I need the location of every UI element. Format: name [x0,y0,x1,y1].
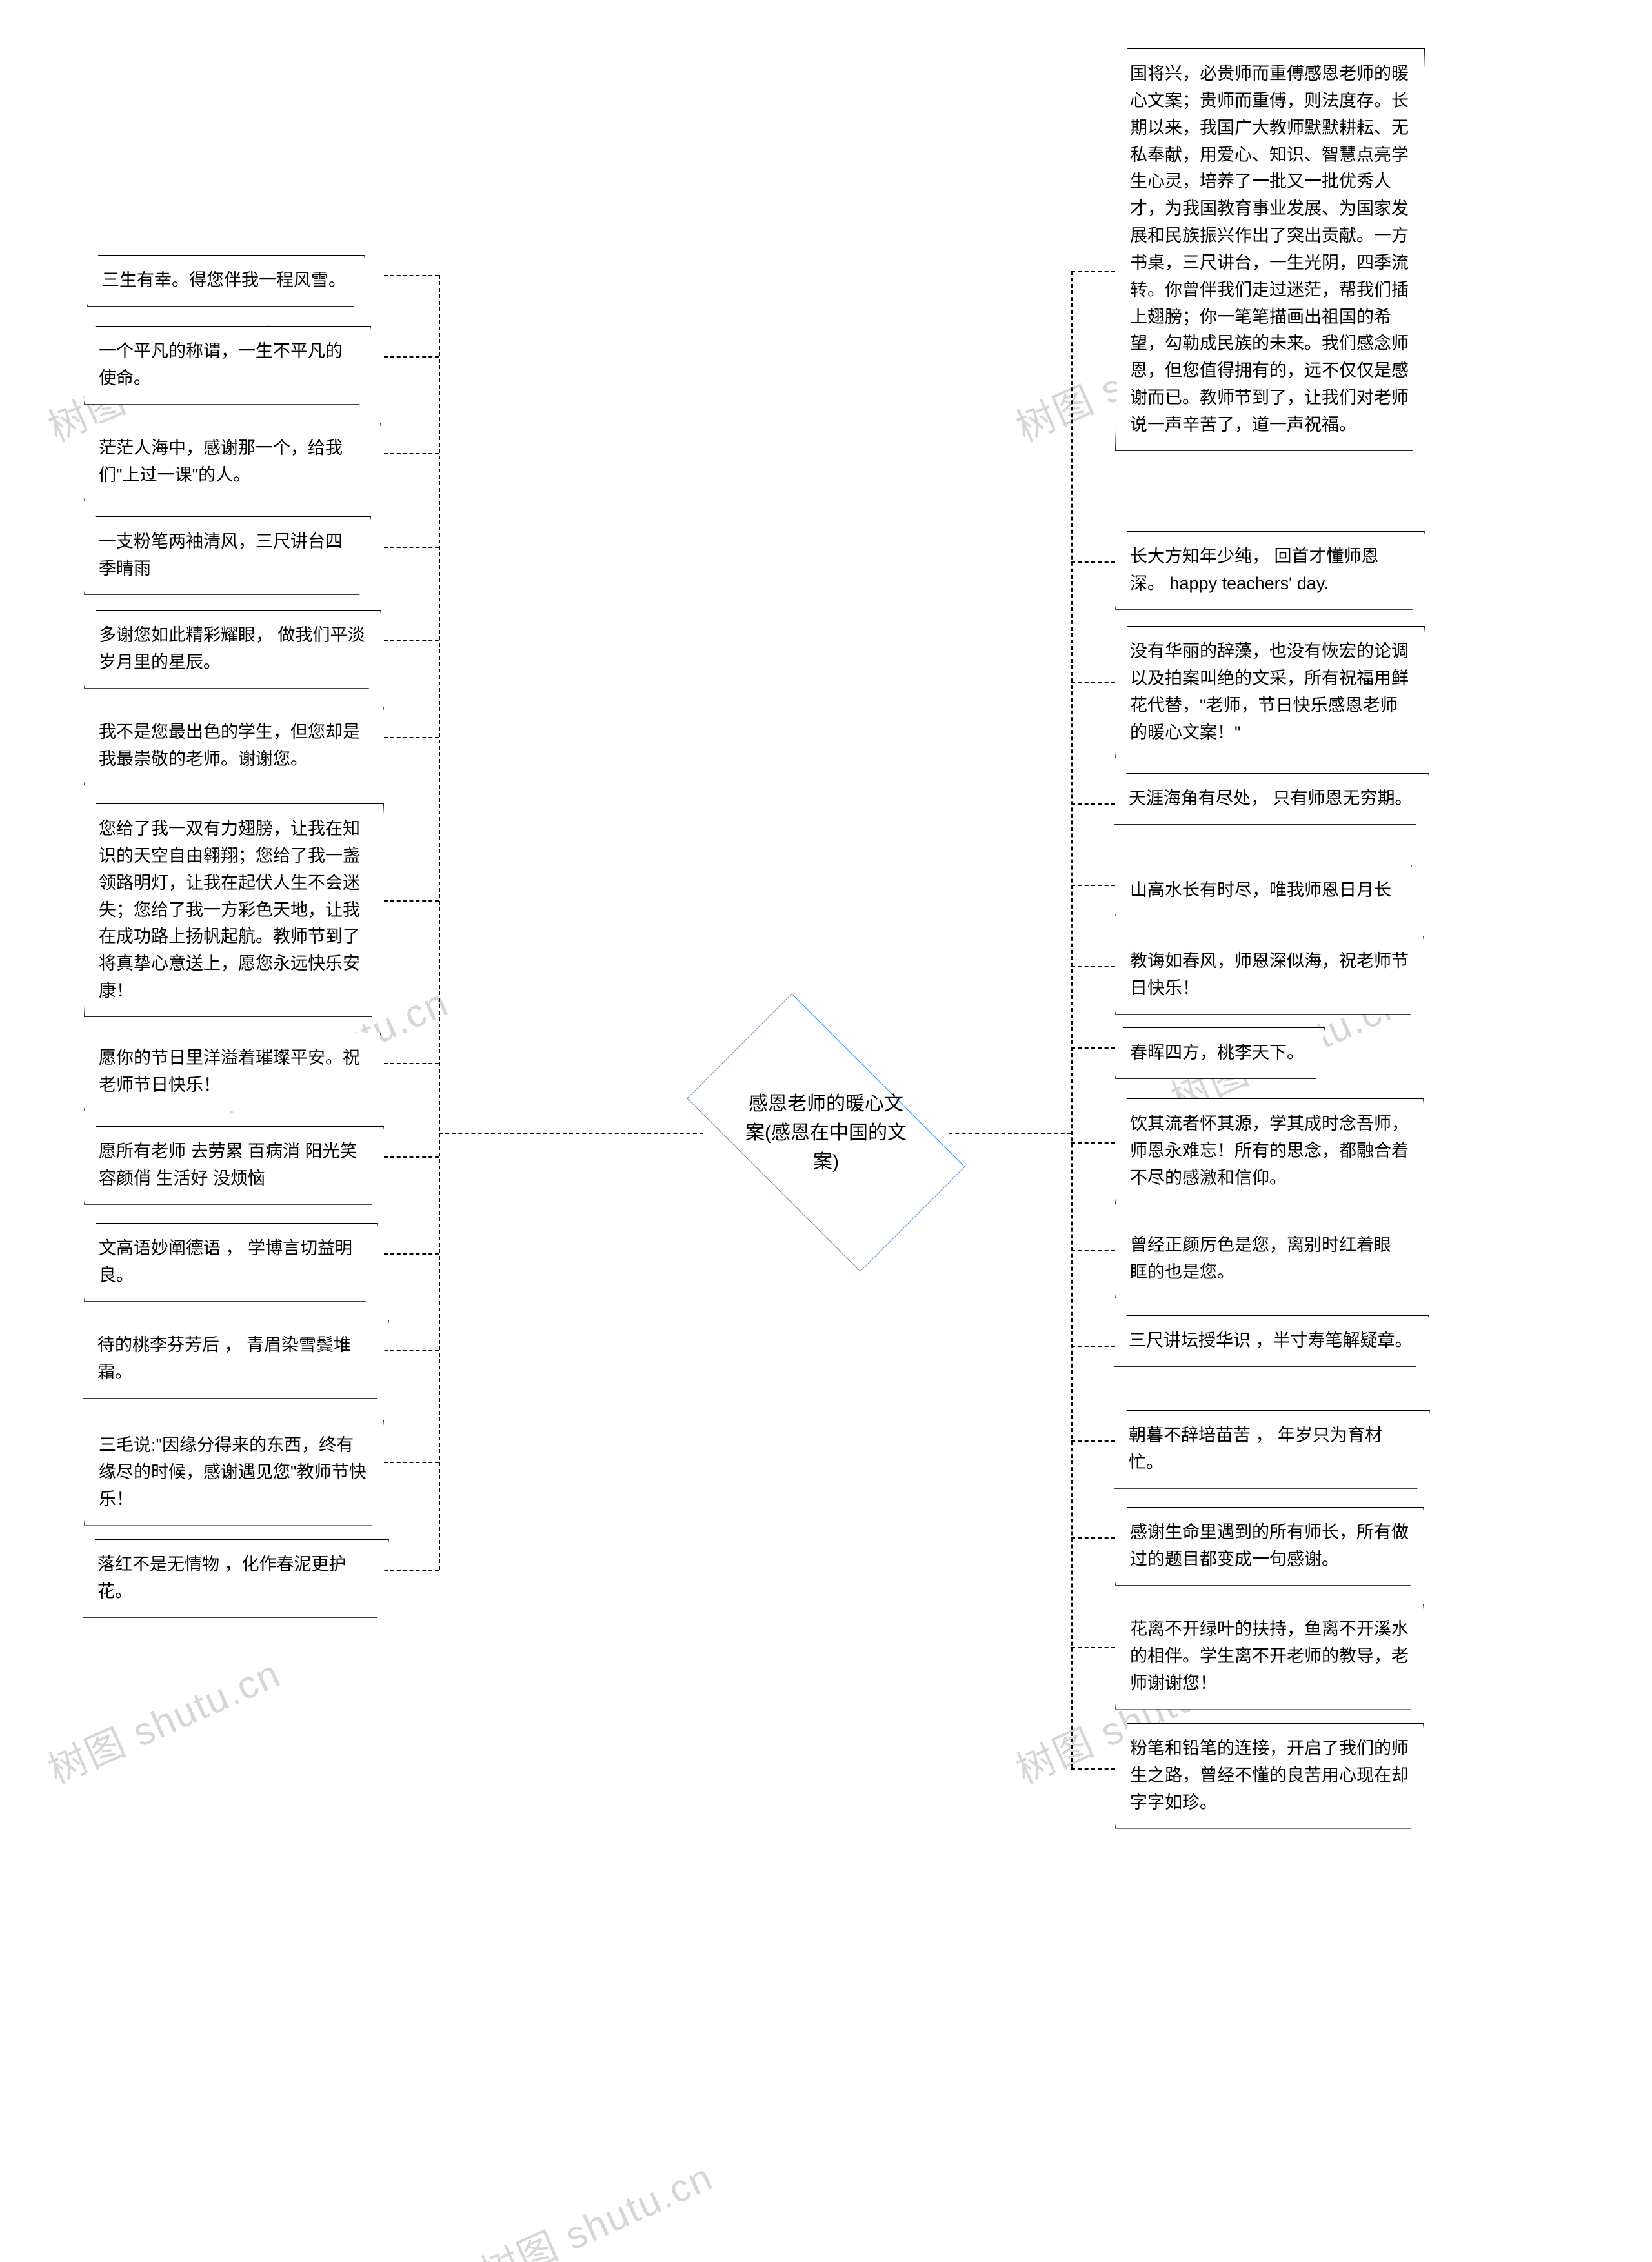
left-branch [384,1156,439,1158]
right-branch [1071,1250,1115,1251]
left-node-1: 一个平凡的称谓，一生不平凡的使命。 [84,326,371,405]
left-branch [384,737,439,738]
left-branch [384,640,439,641]
right-branch [1071,1346,1115,1347]
left-node-11: 三毛说:"因缘分得来的东西，终有缘尽的时候，感谢遇见您"教师节快乐！ [84,1420,384,1526]
right-branch [1071,1142,1115,1144]
right-node-6: 春晖四方，桃李天下。 [1115,1027,1325,1079]
right-node-1: 长大方知年少纯， 回首才懂师恩深。 happy teachers' day. [1115,531,1425,610]
left-node-7: 愿你的节日里洋溢着璀璨平安。祝老师节日快乐！ [84,1033,381,1111]
right-node-8: 曾经正颜厉色是您，离别时红着眼眶的也是您。 [1115,1220,1418,1298]
left-node-2: 茫茫人海中，感谢那一个，给我们"上过一课"的人。 [84,423,381,501]
mindmap-canvas: 树图 shutu.cn 树图 shutu.cn 树图 shutu.cn 树图 s… [0,0,1652,2262]
right-branch [1071,1768,1115,1770]
right-node-2: 没有华丽的辞藻，也没有恢宏的论调以及拍案叫绝的文采，所有祝福用鲜花代替，"老师，… [1115,626,1425,758]
watermark: 树图 shutu.cn [38,1642,288,1795]
left-vertical-bus [439,275,440,1570]
right-branch [1071,1647,1115,1648]
right-node-9: 三尺讲坛授华识 ，半寸寿笔解疑章。 [1114,1315,1429,1367]
right-branch [1071,1537,1115,1539]
right-branch [1071,1440,1115,1442]
left-branch [384,900,439,902]
right-vertical-bus [1071,271,1073,1768]
right-node-13: 粉笔和铅笔的连接，开启了我们的师生之路，曾经不懂的良苦用心现在却字字如珍。 [1115,1723,1424,1829]
left-branch [384,356,439,358]
right-node-0: 国将兴，必贵师而重傅感恩老师的暖心文案；贵师而重傅，则法度存。长期以来，我国广大… [1115,48,1425,451]
right-node-10: 朝暮不辞培苗苦 ， 年岁只为育材忙。 [1114,1410,1430,1489]
right-node-12: 花离不开绿叶的扶持，鱼离不开溪水的相伴。学生离不开老师的教导，老师谢谢您！ [1115,1604,1424,1710]
left-branch [384,1253,439,1255]
left-node-5: 我不是您最出色的学生，但您却是我最崇敬的老师。谢谢您。 [84,707,384,785]
left-node-4: 多谢您如此精彩耀眼， 做我们平淡岁月里的星辰。 [84,610,381,689]
right-node-7: 饮其流者怀其源，学其成时念吾师，师恩永难忘！所有的思念，都融合着不尽的感激和信仰… [1115,1098,1424,1204]
right-trunk-connector [949,1133,1071,1134]
left-node-12: 落红不是无情物 ，化作春泥更护花。 [83,1539,389,1618]
right-node-11: 感谢生命里遇到的所有师长，所有做过的题目都变成一句感谢。 [1115,1507,1424,1586]
right-node-3: 天涯海角有尽处， 只有师恩无穷期。 [1114,773,1429,825]
left-branch [384,1063,439,1064]
left-node-8: 愿所有老师 去劳累 百病消 阳光笑容颜俏 生活好 没烦恼 [84,1126,384,1205]
right-branch [1071,561,1115,563]
right-branch [1071,885,1115,886]
right-branch [1071,966,1115,967]
left-node-3: 一支粉笔两袖清风，三尺讲台四季晴雨 [84,516,371,595]
left-node-0: 三生有幸。得您伴我一程风雪。 [87,255,365,307]
center-title: 感恩老师的暖心文案(感恩在中国的文案) [740,1089,912,1176]
center-node: 感恩老师的暖心文案(感恩在中国的文案) [703,1058,949,1207]
watermark: 树图 shutu.cn [470,2146,721,2262]
right-branch [1071,682,1115,683]
right-branch [1071,271,1115,272]
left-branch [384,547,439,548]
left-node-9: 文高语妙阐德语 ， 学博言切益明良。 [84,1223,378,1302]
right-node-5: 教诲如春风，师恩深似海，祝老师节日快乐！ [1115,936,1424,1015]
left-branch [384,1350,439,1351]
left-node-10: 待的桃李芬芳后 ， 青眉染雪鬓堆霜。 [83,1320,389,1399]
left-node-6: 您给了我一双有力翅膀，让我在知识的天空自由翱翔；您给了我一盏领路明灯，让我在起伏… [84,803,384,1017]
right-node-4: 山高水长有时尽，唯我师恩日月长 [1115,865,1412,916]
left-branch [384,1570,439,1571]
right-branch [1071,1047,1115,1049]
left-branch [384,453,439,454]
left-trunk-connector [439,1133,703,1134]
left-branch [384,275,439,276]
right-branch [1071,803,1115,805]
left-branch [384,1462,439,1463]
